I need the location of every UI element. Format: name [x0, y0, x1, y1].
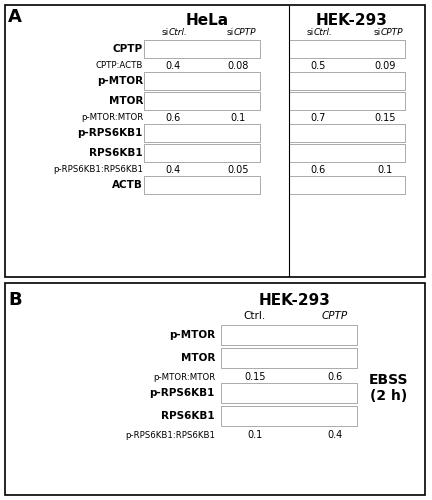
Bar	[144, 144, 260, 162]
Text: 0.05: 0.05	[227, 165, 249, 175]
Text: EBSS
(2 h): EBSS (2 h)	[368, 373, 408, 403]
Text: HEK-293: HEK-293	[259, 293, 331, 308]
Bar	[144, 176, 260, 194]
Text: A: A	[8, 8, 22, 26]
Bar	[289, 72, 405, 90]
Text: Ctrl.: Ctrl.	[314, 28, 333, 37]
Text: 0.1: 0.1	[248, 430, 263, 440]
Text: 0.4: 0.4	[327, 430, 343, 440]
Text: 0.1: 0.1	[378, 165, 393, 175]
Text: si: si	[374, 28, 381, 37]
Text: si: si	[162, 28, 169, 37]
Bar	[289, 40, 405, 58]
Text: p-RPS6KB1:RPS6KB1: p-RPS6KB1:RPS6KB1	[125, 430, 215, 440]
Text: ACTB: ACTB	[112, 180, 143, 190]
Text: 0.6: 0.6	[327, 372, 343, 382]
Text: p-RPS6KB1: p-RPS6KB1	[149, 388, 215, 398]
Text: RPS6KB1: RPS6KB1	[162, 411, 215, 421]
Text: p-MTOR:MTOR: p-MTOR:MTOR	[81, 114, 143, 122]
Text: MTOR: MTOR	[108, 96, 143, 106]
Bar	[221, 383, 357, 403]
Bar	[221, 325, 357, 345]
Text: si: si	[227, 28, 234, 37]
Text: RPS6KB1: RPS6KB1	[89, 148, 143, 158]
Text: CPTP:ACTB: CPTP:ACTB	[95, 62, 143, 70]
Bar	[144, 40, 260, 58]
Text: Ctrl.: Ctrl.	[244, 311, 266, 321]
Text: p-RPS6KB1: p-RPS6KB1	[78, 128, 143, 138]
Bar	[221, 406, 357, 426]
Text: MTOR: MTOR	[181, 353, 215, 363]
Text: 0.6: 0.6	[310, 165, 326, 175]
Text: CPTP: CPTP	[322, 311, 348, 321]
Bar	[289, 176, 405, 194]
Text: B: B	[8, 291, 22, 309]
Text: 0.09: 0.09	[374, 61, 396, 71]
Bar	[289, 92, 405, 110]
Text: 0.4: 0.4	[165, 165, 181, 175]
Bar	[5, 283, 425, 495]
Text: CPTP: CPTP	[113, 44, 143, 54]
Text: p-MTOR:MTOR: p-MTOR:MTOR	[153, 372, 215, 382]
Text: 0.6: 0.6	[165, 113, 181, 123]
Text: HEK-293: HEK-293	[316, 13, 388, 28]
Text: 0.1: 0.1	[230, 113, 246, 123]
Text: 0.5: 0.5	[310, 61, 326, 71]
Text: si: si	[307, 28, 314, 37]
Text: CPTP: CPTP	[234, 28, 257, 37]
Bar	[144, 72, 260, 90]
Text: p-RPS6KB1:RPS6KB1: p-RPS6KB1:RPS6KB1	[53, 166, 143, 174]
Text: 0.15: 0.15	[244, 372, 266, 382]
Text: p-MTOR: p-MTOR	[169, 330, 215, 340]
Bar	[5, 5, 425, 277]
Text: CPTP: CPTP	[381, 28, 403, 37]
Bar	[289, 124, 405, 142]
Text: 0.4: 0.4	[165, 61, 181, 71]
Bar	[144, 92, 260, 110]
Text: HeLa: HeLa	[185, 13, 229, 28]
Text: 0.15: 0.15	[374, 113, 396, 123]
Text: 0.08: 0.08	[227, 61, 249, 71]
Text: p-MTOR: p-MTOR	[97, 76, 143, 86]
Bar	[289, 144, 405, 162]
Text: 0.7: 0.7	[310, 113, 326, 123]
Text: Ctrl.: Ctrl.	[169, 28, 188, 37]
Bar	[144, 124, 260, 142]
Bar	[221, 348, 357, 368]
